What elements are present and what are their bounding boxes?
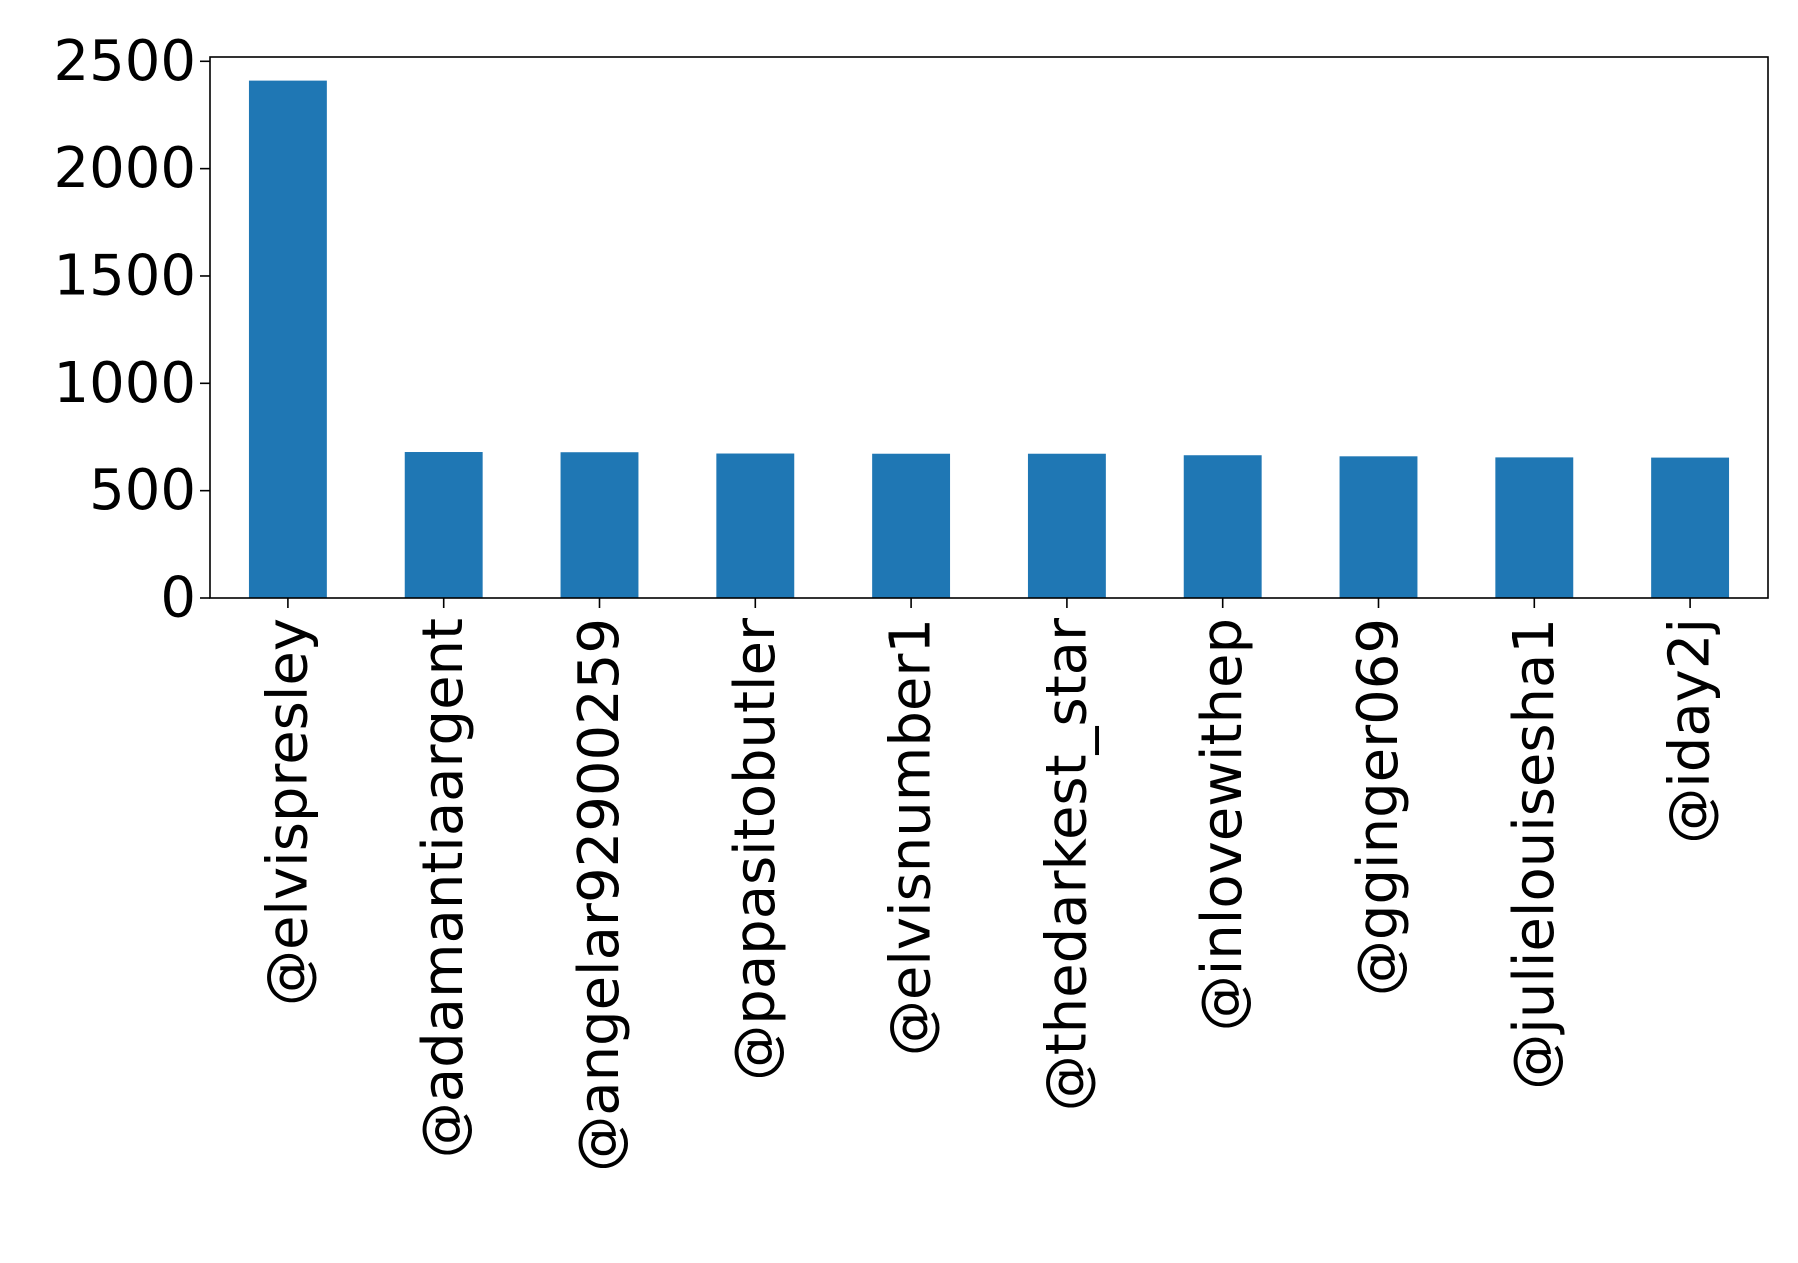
x-tick-label-6: @inlovewithep [1190, 618, 1255, 1031]
bar-1 [404, 452, 483, 598]
bar-3 [716, 453, 795, 598]
x-tick-label-7: @gginger069 [1346, 618, 1411, 996]
y-tick-label-2: 1000 [53, 351, 196, 416]
plot-frame [209, 56, 1769, 599]
bar-0 [248, 80, 327, 598]
y-tick-label-1: 500 [89, 458, 196, 523]
x-tick-label-2: @angelar92900259 [567, 618, 632, 1172]
bar-7 [1339, 456, 1418, 598]
x-tick-label-0: @elvispresley [255, 618, 320, 1006]
x-tick-label-5: @thedarkest_star [1034, 617, 1099, 1111]
bar-6 [1183, 455, 1262, 598]
bar-8 [1495, 457, 1574, 598]
y-axis: 0 500 1000 1500 2000 2500 [53, 29, 210, 631]
x-tick-label-4: @elvisnumber1 [879, 618, 944, 1056]
bar-2 [560, 452, 639, 598]
bars-group [248, 80, 1730, 598]
x-tick-label-9: @iday2j [1658, 618, 1723, 844]
x-axis: @elvispresley @adamantiaargent @angelar929… [255, 598, 1723, 1172]
bar-9 [1651, 457, 1730, 598]
x-tick-label-3: @papasitobutler [723, 617, 788, 1081]
bar-4 [872, 453, 951, 598]
y-tick-label-3: 1500 [53, 243, 196, 308]
x-tick-label-8: @julielouisesha1 [1502, 618, 1567, 1090]
x-tick-label-1: @adamantiaargent [411, 618, 476, 1158]
y-tick-label-5: 2500 [53, 29, 196, 94]
bar-5 [1027, 453, 1106, 598]
y-tick-label-0: 0 [160, 566, 196, 631]
y-tick-label-4: 2000 [53, 136, 196, 201]
